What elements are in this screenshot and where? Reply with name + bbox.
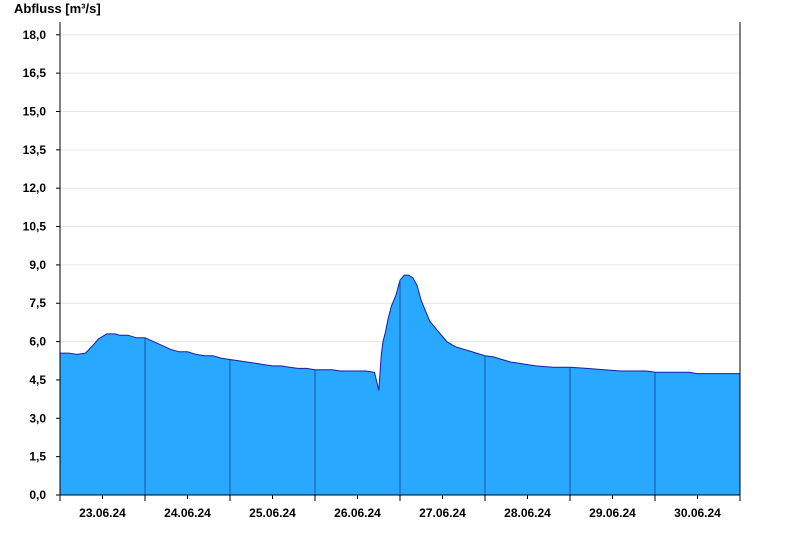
x-tick-label: 26.06.24 [334,506,381,520]
x-tick-label: 28.06.24 [504,506,551,520]
y-tick-label: 9,0 [29,258,46,272]
y-tick-label: 7,5 [29,296,46,310]
day-separators [144,280,656,495]
x-axis-ticks: 23.06.24 24.06.24 25.06.24 26.06.24 27.06.24… [59,495,741,520]
x-tick-label: 23.06.24 [79,506,126,520]
y-tick-label: 15,0 [23,104,47,118]
y-tick-label: 3,0 [29,411,46,425]
y-tick-label: 10,5 [23,220,47,234]
y-tick-label: 16,5 [23,66,47,80]
y-tick-label: 13,5 [23,143,47,157]
x-tick-label: 25.06.24 [249,506,296,520]
y-tick-label: 6,0 [29,335,46,349]
y-axis-title: Abfluss [m³/s] [14,1,101,16]
y-tick-label: 12,0 [23,181,47,195]
x-tick-label: 29.06.24 [589,506,636,520]
y-axis-ticks: 0,0 1,5 3,0 4,5 6,0 7,5 9,0 10,5 12,0 13,5 15,0 16,… [23,28,60,502]
x-tick-label: 30.06.24 [674,506,721,520]
y-tick-label: 18,0 [23,28,47,42]
y-tick-label: 1,5 [29,450,46,464]
x-tick-label: 24.06.24 [164,506,211,520]
discharge-line [60,274,740,391]
y-tick-label: 0,0 [29,488,46,502]
x-tick-label: 27.06.24 [419,506,466,520]
y-tick-label: 4,5 [29,373,46,387]
